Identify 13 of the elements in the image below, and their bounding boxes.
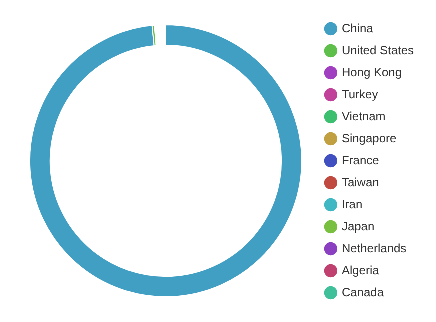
legend-label: Canada	[342, 285, 384, 300]
legend-label: Iran	[342, 197, 363, 212]
legend-label: France	[342, 153, 380, 168]
legend-label: Singapore	[342, 131, 397, 146]
legend-label: Japan	[342, 219, 375, 234]
legend-label: Vietnam	[342, 109, 386, 124]
legend-label: China	[342, 21, 374, 36]
legend-label: Taiwan	[342, 175, 380, 190]
legend-label: Algeria	[342, 263, 380, 278]
legend-label: United States	[342, 43, 414, 58]
legend-label: Netherlands	[342, 241, 407, 256]
legend-label: Turkey	[342, 87, 378, 102]
legend-label: Hong Kong	[342, 65, 402, 80]
